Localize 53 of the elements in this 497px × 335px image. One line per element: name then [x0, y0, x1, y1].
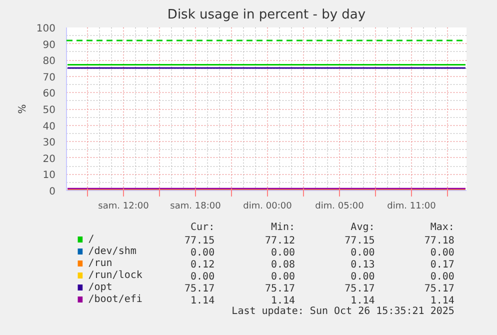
x-tick-label: dim. 05:00 — [315, 202, 364, 212]
chart-title: Disk usage in percent - by day — [167, 8, 366, 22]
text: Max: — [430, 222, 454, 233]
text: 0.00 — [190, 272, 215, 282]
text: Last update: Sun Oct 26 15:35:21 2025 — [232, 306, 454, 317]
text: 77.15 — [344, 236, 375, 246]
legend-label: /run/lock — [88, 270, 142, 281]
x-tick-label: sam. 12:00 — [98, 202, 150, 212]
text: 0.17 — [430, 260, 454, 270]
y-axis-title: % — [17, 104, 28, 114]
y-tick-label: 0 — [49, 186, 56, 198]
x-tick-label: sam. 18:00 — [170, 202, 222, 212]
y-tick-label: 30 — [42, 138, 56, 149]
text: 1.14 — [350, 296, 375, 306]
text: 0.00 — [350, 248, 375, 258]
text: 75.17 — [264, 284, 296, 294]
text: 0.13 — [350, 260, 375, 270]
text: 0.00 — [430, 272, 454, 282]
y-tick-label: 80 — [42, 56, 56, 68]
y-tick-label: 50 — [42, 105, 56, 116]
legend-label: /boot/efi — [88, 294, 142, 305]
text: 77.15 — [184, 236, 215, 246]
text: Min: — [270, 222, 296, 233]
text: Avg: — [350, 222, 375, 233]
legend-label: /dev/shm — [88, 246, 136, 257]
x-tick-label: dim. 00:00 — [243, 202, 292, 212]
text: 0.00 — [350, 272, 375, 282]
text: 0.00 — [190, 248, 215, 258]
legend-label: / — [88, 234, 94, 245]
text: 1.14 — [270, 296, 296, 306]
text: 1.14 — [430, 296, 454, 306]
text: 1.14 — [190, 296, 215, 306]
text: 0.00 — [270, 272, 296, 282]
text: Cur: — [190, 222, 215, 233]
text: 75.17 — [344, 284, 375, 294]
x-tick-label: dim. 11:00 — [387, 202, 436, 212]
y-tick-label: 60 — [42, 88, 56, 100]
y-tick-label: 20 — [42, 154, 56, 165]
text: 0.08 — [270, 260, 296, 270]
y-tick-label: 90 — [42, 40, 56, 51]
text: 77.18 — [424, 236, 454, 246]
y-tick-label: 40 — [42, 121, 56, 132]
text: 0.00 — [270, 248, 296, 258]
y-tick-label: 70 — [42, 72, 56, 84]
text: 0.00 — [430, 248, 454, 258]
legend-label: /run — [88, 258, 112, 269]
text: 75.17 — [424, 284, 454, 294]
text: 77.12 — [264, 236, 296, 246]
legend-label: /opt — [88, 282, 112, 293]
text: 75.17 — [184, 284, 215, 294]
y-tick-label: 100 — [36, 24, 56, 34]
y-tick-label: 10 — [42, 170, 56, 182]
text: 0.12 — [190, 260, 215, 270]
